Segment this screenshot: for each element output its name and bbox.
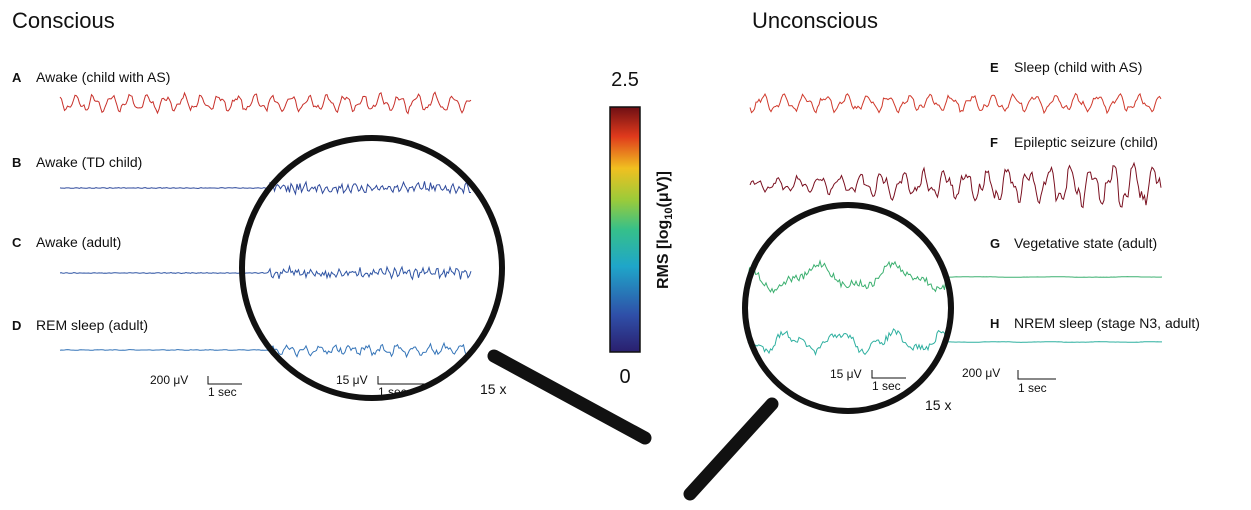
colorbar-label-sub: 10 bbox=[663, 207, 675, 219]
panel-letter: D bbox=[12, 318, 21, 333]
heading: Unconscious bbox=[752, 8, 878, 33]
scale-amplitude: 200 μV bbox=[150, 373, 188, 387]
scale-bar bbox=[1017, 370, 1056, 380]
panel-letter: G bbox=[990, 236, 1000, 251]
traces bbox=[59, 91, 1163, 359]
scale-amplitude: 15 μV bbox=[336, 373, 368, 387]
scale-time: 1 sec bbox=[1018, 381, 1047, 395]
colorbar bbox=[609, 106, 641, 353]
scale-amplitude: 200 μV bbox=[962, 366, 1000, 380]
panel-label: Awake (TD child) bbox=[36, 154, 142, 170]
eeg-trace bbox=[59, 180, 471, 196]
eeg-trace bbox=[747, 328, 1162, 356]
colorbar-label: RMS [log10(μV)] bbox=[655, 171, 675, 289]
panel-letter: A bbox=[12, 70, 22, 85]
scale-amplitude: 15 μV bbox=[830, 367, 862, 381]
eeg-trace bbox=[59, 91, 472, 115]
panel-label: NREM sleep (stage N3, adult) bbox=[1014, 315, 1200, 331]
eeg-trace bbox=[59, 341, 472, 359]
scale-time: 1 sec bbox=[208, 385, 237, 399]
magnifier-lens bbox=[239, 135, 505, 401]
colorbar-min: 0 bbox=[619, 366, 630, 388]
heading: Conscious bbox=[12, 8, 115, 33]
colorbar-label-part: RMS [log bbox=[655, 220, 672, 289]
panel-label: Epileptic seizure (child) bbox=[1014, 134, 1158, 150]
panel-letter: H bbox=[990, 316, 999, 331]
panel-letter: E bbox=[990, 60, 999, 75]
panel-label: Sleep (child with AS) bbox=[1014, 59, 1142, 75]
magnification: 15 x bbox=[480, 381, 506, 397]
colorbar-label-part: (μV)] bbox=[655, 171, 672, 207]
magnification: 15 x bbox=[925, 397, 951, 413]
scale-bar bbox=[871, 370, 906, 379]
magnifier-lens bbox=[742, 202, 954, 414]
magnifier-handle bbox=[683, 397, 779, 501]
eeg-trace bbox=[747, 259, 1163, 294]
eeg-trace bbox=[749, 161, 1162, 209]
panel-label: REM sleep (adult) bbox=[36, 317, 148, 333]
colorbar-max: 2.5 bbox=[611, 69, 639, 91]
panel-label: Awake (adult) bbox=[36, 234, 121, 250]
panel-letter: B bbox=[12, 155, 21, 170]
magnifier-handle bbox=[487, 349, 652, 445]
scale-time: 1 sec bbox=[872, 379, 901, 393]
scale-bar bbox=[377, 376, 430, 385]
scale-bar bbox=[207, 376, 242, 385]
panel-letter: C bbox=[12, 235, 22, 250]
eeg-trace bbox=[749, 92, 1162, 115]
panel-label: Vegetative state (adult) bbox=[1014, 235, 1157, 251]
eeg-trace bbox=[59, 264, 472, 281]
panel-letter: F bbox=[990, 135, 998, 150]
panel-label: Awake (child with AS) bbox=[36, 69, 170, 85]
scale-time: 1 sec bbox=[378, 385, 407, 399]
